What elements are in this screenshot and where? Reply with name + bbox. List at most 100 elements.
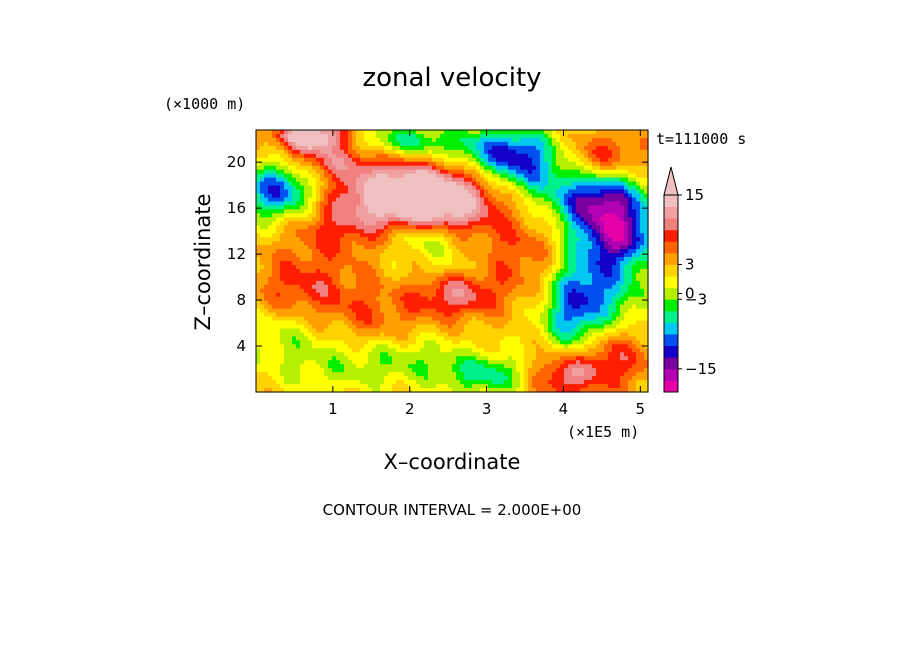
contour-cell	[400, 257, 405, 262]
contour-cell	[496, 268, 501, 274]
contour-cell	[516, 320, 521, 326]
contour-cell	[372, 201, 377, 207]
contour-cell	[348, 209, 353, 214]
contour-cell	[424, 296, 429, 302]
contour-cell	[628, 233, 633, 238]
contour-cell	[640, 177, 645, 183]
contour-cell	[464, 268, 469, 274]
contour-cell	[492, 225, 497, 230]
contour-cell	[592, 253, 597, 258]
contour-cell	[384, 169, 389, 175]
contour-cell	[288, 233, 293, 238]
contour-cell	[440, 304, 445, 310]
contour-cell	[640, 261, 645, 266]
contour-cell	[456, 217, 461, 222]
contour-cell	[284, 284, 289, 290]
contour-cell	[372, 141, 377, 147]
contour-cell	[532, 169, 537, 175]
contour-cell	[476, 181, 481, 187]
contour-cell	[420, 205, 425, 210]
contour-cell	[600, 201, 605, 207]
contour-cell	[296, 253, 301, 258]
contour-cell	[260, 249, 265, 254]
contour-cell	[276, 217, 281, 222]
contour-cell	[484, 193, 489, 199]
contour-cell	[356, 209, 361, 214]
contour-cell	[360, 133, 365, 139]
contour-cell	[564, 201, 569, 207]
contour-cell	[604, 221, 609, 226]
contour-cell	[512, 205, 517, 210]
contour-cell	[372, 272, 377, 278]
contour-cell	[444, 253, 449, 258]
contour-cell	[476, 276, 481, 282]
contour-cell	[352, 157, 357, 163]
contour-cell	[620, 217, 625, 222]
contour-cell	[468, 233, 473, 238]
contour-cell	[364, 320, 369, 326]
contour-cell	[516, 288, 521, 294]
contour-cell	[608, 328, 613, 334]
contour-cell	[612, 292, 617, 298]
contour-cell	[420, 249, 425, 254]
contour-cell	[596, 253, 601, 258]
contour-cell	[456, 261, 461, 266]
contour-cell	[352, 221, 357, 226]
contour-cell	[488, 284, 493, 290]
contour-cell	[284, 272, 289, 278]
contour-cell	[544, 185, 549, 191]
contour-cell	[384, 280, 389, 286]
contour-cell	[284, 296, 289, 302]
contour-cell	[488, 320, 493, 326]
contour-cell	[340, 320, 345, 326]
contour-cell	[584, 130, 589, 135]
contour-cell	[388, 177, 393, 183]
contour-cell	[312, 233, 317, 238]
contour-cell	[500, 280, 505, 286]
contour-cell	[588, 288, 593, 294]
contour-cell	[600, 284, 605, 290]
contour-cell	[468, 161, 473, 167]
contour-cell	[576, 130, 581, 135]
contour-cell	[572, 280, 577, 286]
contour-cell	[508, 185, 513, 191]
contour-cell	[292, 161, 297, 167]
contour-cell	[508, 137, 513, 143]
contour-cell	[548, 324, 553, 330]
contour-cell	[608, 288, 613, 294]
contour-cell	[424, 280, 429, 286]
contour-cell	[380, 197, 385, 203]
contour-cell	[336, 217, 341, 222]
contour-cell	[288, 229, 293, 234]
contour-cell	[336, 257, 341, 262]
contour-cell	[584, 161, 589, 167]
contour-cell	[408, 221, 413, 226]
contour-cell	[588, 157, 593, 163]
contour-cell	[400, 181, 405, 187]
contour-cell	[276, 221, 281, 226]
contour-cell	[404, 173, 409, 179]
contour-cell	[272, 133, 277, 139]
contour-cell	[548, 189, 553, 195]
contour-cell	[616, 197, 621, 203]
contour-cell	[492, 237, 497, 242]
contour-cell	[348, 280, 353, 286]
contour-cell	[372, 233, 377, 238]
contour-cell	[604, 324, 609, 330]
contour-cell	[428, 161, 433, 167]
contour-cell	[624, 233, 629, 238]
contour-cell	[380, 165, 385, 171]
contour-cell	[412, 264, 417, 270]
contour-cell	[424, 245, 429, 250]
contour-cell	[272, 237, 277, 242]
contour-cell	[440, 181, 445, 187]
contour-cell	[420, 296, 425, 302]
contour-cell	[488, 312, 493, 318]
contour-cell	[324, 268, 329, 274]
contour-cell	[416, 177, 421, 183]
contour-cell	[316, 193, 321, 199]
contour-cell	[432, 264, 437, 270]
contour-cell	[384, 296, 389, 302]
contour-cell	[292, 137, 297, 143]
contour-cell	[516, 225, 521, 230]
